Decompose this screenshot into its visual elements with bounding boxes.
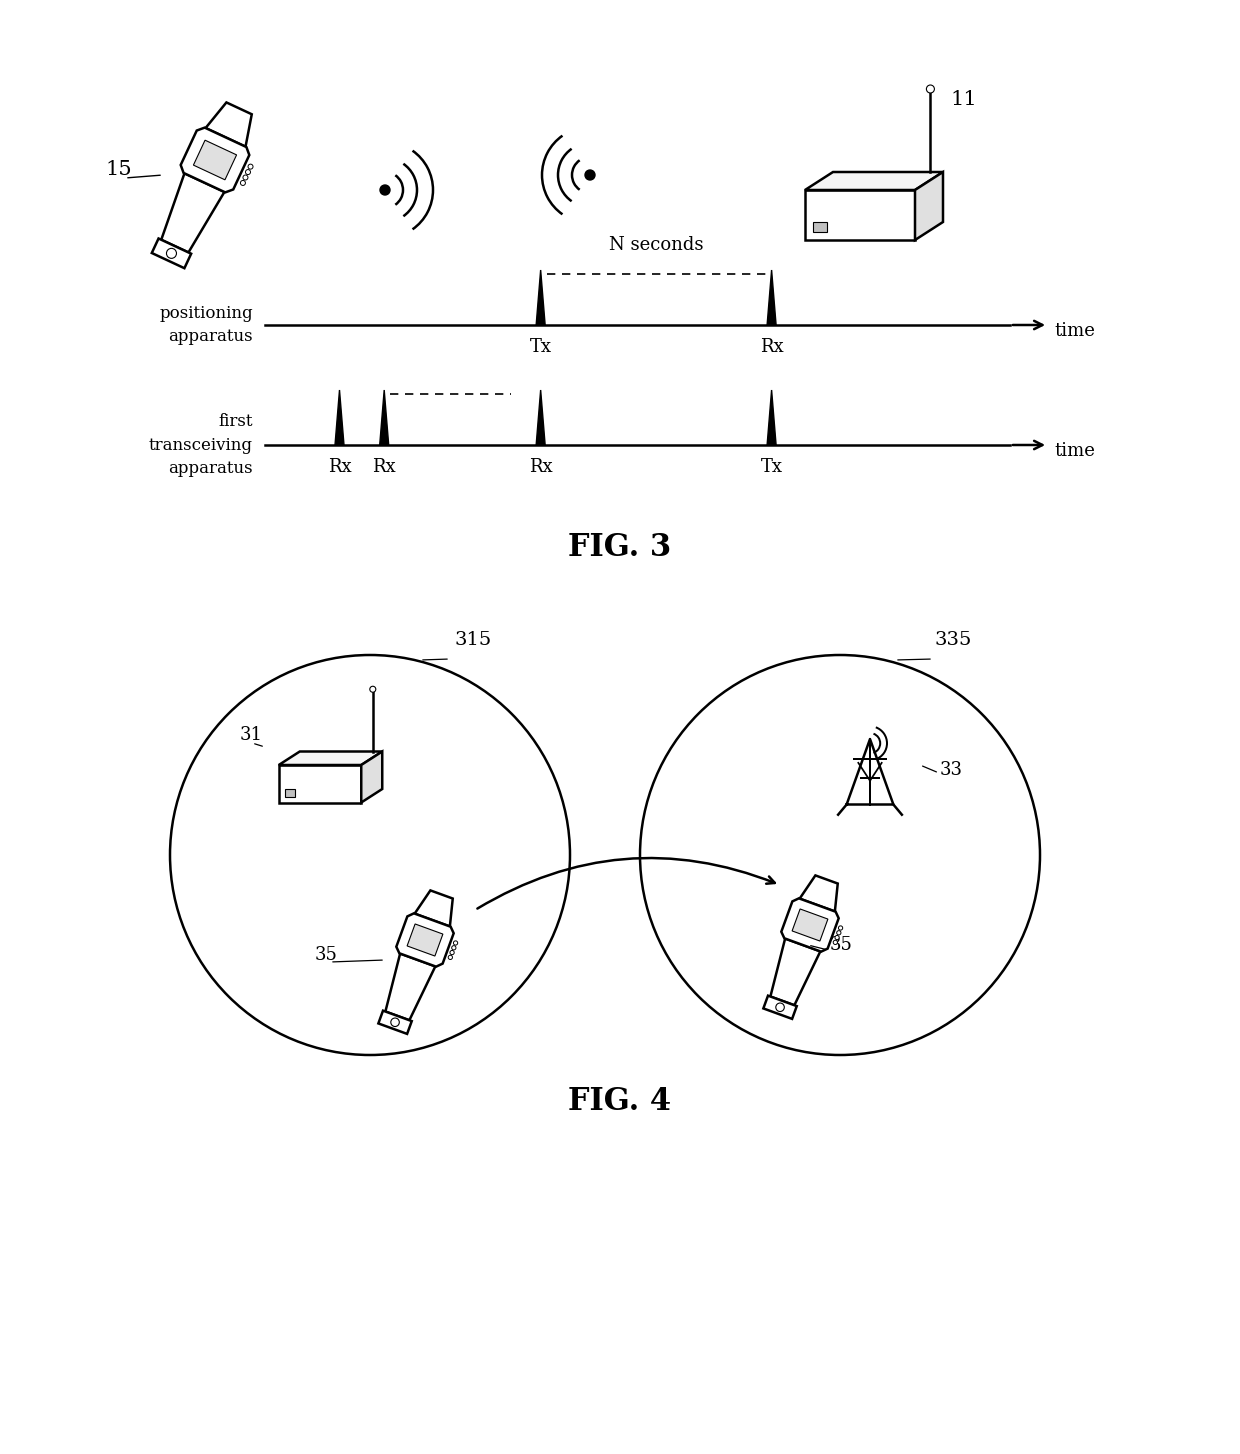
Polygon shape xyxy=(279,752,382,765)
Polygon shape xyxy=(805,172,942,190)
Text: 31: 31 xyxy=(241,726,263,744)
Circle shape xyxy=(833,941,837,945)
Polygon shape xyxy=(386,954,435,1021)
Polygon shape xyxy=(414,890,453,926)
Text: Rx: Rx xyxy=(760,337,784,356)
Circle shape xyxy=(776,1003,785,1012)
Text: positioning
apparatus: positioning apparatus xyxy=(160,305,253,345)
Polygon shape xyxy=(536,390,546,445)
Text: 315: 315 xyxy=(455,631,492,648)
Polygon shape xyxy=(800,875,838,912)
Text: Tx: Tx xyxy=(760,458,782,475)
Polygon shape xyxy=(335,390,343,445)
Polygon shape xyxy=(151,238,191,268)
Circle shape xyxy=(448,955,453,960)
Circle shape xyxy=(370,686,376,692)
Circle shape xyxy=(450,951,454,955)
Polygon shape xyxy=(536,270,546,326)
Text: time: time xyxy=(1054,442,1095,459)
Circle shape xyxy=(241,180,246,186)
Polygon shape xyxy=(161,173,224,253)
Polygon shape xyxy=(764,996,797,1019)
Text: time: time xyxy=(1054,321,1095,340)
Polygon shape xyxy=(361,752,382,803)
Circle shape xyxy=(926,84,935,93)
Circle shape xyxy=(246,170,250,174)
Circle shape xyxy=(379,185,391,195)
Polygon shape xyxy=(397,913,454,967)
Circle shape xyxy=(166,249,176,259)
Text: FIG. 4: FIG. 4 xyxy=(568,1086,672,1118)
Circle shape xyxy=(451,945,456,949)
Polygon shape xyxy=(792,909,828,941)
Circle shape xyxy=(835,935,839,939)
Circle shape xyxy=(454,941,458,945)
Polygon shape xyxy=(181,128,249,192)
Circle shape xyxy=(838,926,843,931)
Polygon shape xyxy=(407,923,443,957)
Text: N seconds: N seconds xyxy=(609,236,703,254)
Text: FIG. 3: FIG. 3 xyxy=(568,532,672,564)
Polygon shape xyxy=(768,270,776,326)
Polygon shape xyxy=(770,939,821,1005)
Polygon shape xyxy=(915,172,942,240)
Circle shape xyxy=(243,174,248,180)
Text: first
transceiving
apparatus: first transceiving apparatus xyxy=(149,413,253,477)
Text: 335: 335 xyxy=(935,631,972,648)
Text: Rx: Rx xyxy=(528,458,553,475)
Polygon shape xyxy=(805,190,915,240)
Polygon shape xyxy=(193,140,237,180)
Text: 35: 35 xyxy=(830,936,853,954)
Bar xyxy=(285,790,295,797)
Circle shape xyxy=(585,170,595,180)
Polygon shape xyxy=(379,390,388,445)
Text: Rx: Rx xyxy=(372,458,396,475)
Text: Rx: Rx xyxy=(327,458,351,475)
Circle shape xyxy=(248,164,253,169)
Text: 35: 35 xyxy=(315,947,337,964)
Polygon shape xyxy=(781,899,838,952)
Text: 33: 33 xyxy=(940,760,963,779)
Polygon shape xyxy=(768,390,776,445)
Circle shape xyxy=(640,654,1040,1056)
Polygon shape xyxy=(279,765,361,803)
Text: 15: 15 xyxy=(105,160,131,179)
Circle shape xyxy=(391,1018,399,1027)
Text: 11: 11 xyxy=(950,90,977,109)
Circle shape xyxy=(170,654,570,1056)
Bar xyxy=(813,222,827,233)
Polygon shape xyxy=(206,102,252,147)
Text: Tx: Tx xyxy=(529,337,552,356)
Circle shape xyxy=(837,931,841,935)
Polygon shape xyxy=(378,1011,412,1034)
